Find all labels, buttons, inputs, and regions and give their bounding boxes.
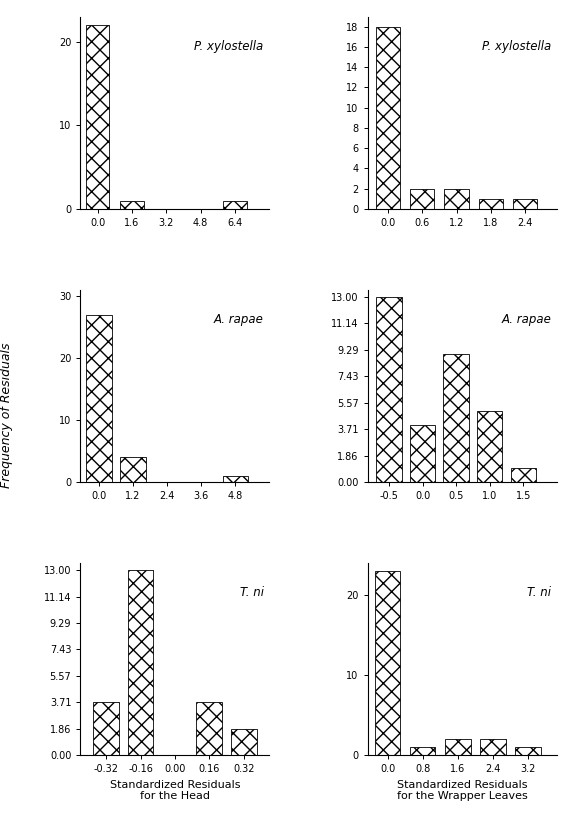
Bar	[120, 457, 146, 482]
Bar	[127, 570, 153, 755]
Bar	[513, 199, 537, 209]
Text: Frequency of Residuals: Frequency of Residuals	[1, 342, 13, 488]
Text: A. rapae: A. rapae	[501, 313, 551, 326]
Bar	[480, 740, 506, 755]
Bar	[445, 740, 471, 755]
Bar	[231, 729, 257, 755]
Text: T. ni: T. ni	[527, 586, 551, 599]
Bar	[86, 315, 111, 482]
X-axis label: Standardized Residuals
for the Head: Standardized Residuals for the Head	[110, 780, 240, 802]
X-axis label: Standardized Residuals
for the Wrapper Leaves: Standardized Residuals for the Wrapper L…	[397, 780, 528, 802]
Bar	[223, 201, 247, 209]
Bar	[444, 354, 469, 482]
Bar	[444, 188, 468, 209]
Bar	[196, 702, 222, 755]
Text: T. ni: T. ni	[240, 586, 263, 599]
Bar	[377, 297, 402, 482]
Text: P. xylostella: P. xylostella	[195, 40, 263, 52]
Bar	[223, 476, 248, 482]
Bar	[120, 201, 144, 209]
Text: A. rapae: A. rapae	[214, 313, 263, 326]
Bar	[86, 25, 110, 209]
Bar	[376, 27, 400, 209]
Bar	[410, 188, 434, 209]
Bar	[410, 425, 436, 482]
Bar	[479, 199, 503, 209]
Bar	[515, 747, 541, 755]
Bar	[93, 702, 119, 755]
Bar	[510, 468, 536, 482]
Bar	[410, 747, 436, 755]
Bar	[375, 571, 400, 755]
Text: P. xylostella: P. xylostella	[482, 40, 551, 52]
Bar	[477, 411, 502, 482]
